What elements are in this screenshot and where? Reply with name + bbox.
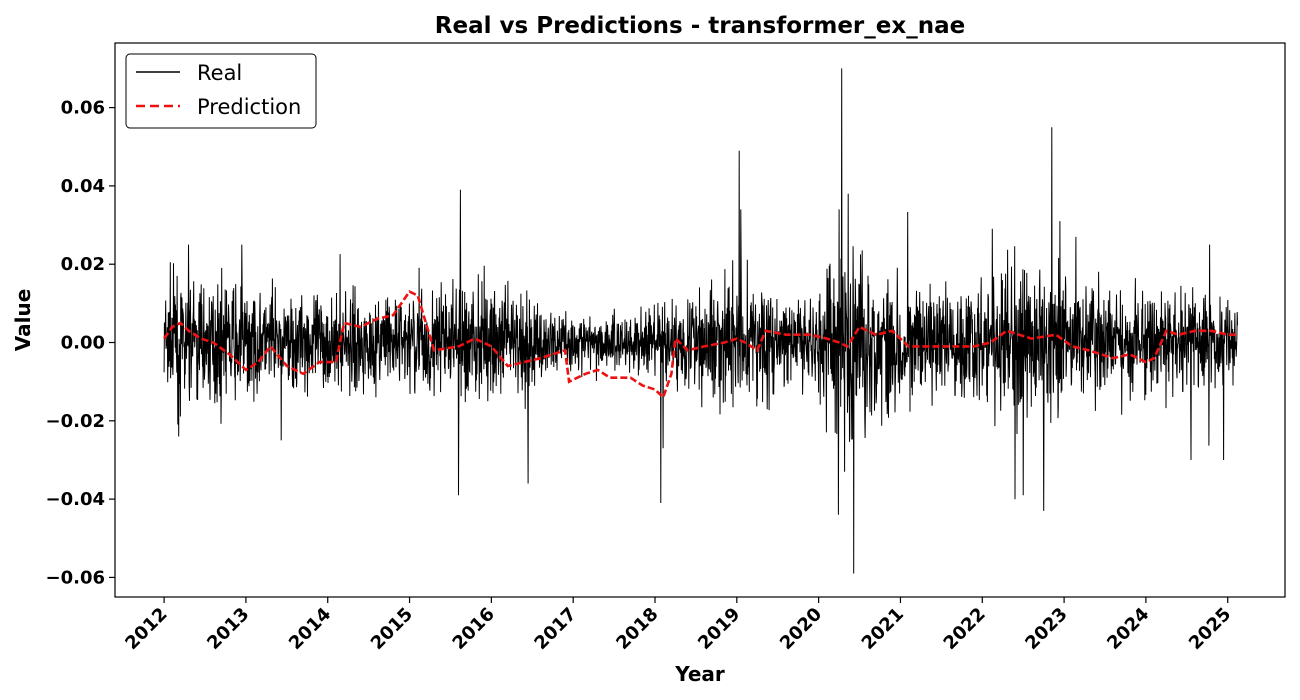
legend-label-prediction: Prediction — [197, 95, 301, 119]
plot-area — [163, 68, 1238, 574]
y-tick-label: 0.06 — [61, 98, 105, 119]
series-prediction-line — [163, 289, 1238, 400]
plot-frame — [114, 42, 1286, 598]
y-tick-label: 0.04 — [61, 176, 105, 197]
y-axis: −0.06 −0.04 −0.02 0.00 0.02 0.04 0.06 — [46, 98, 115, 588]
x-axis-label: Year — [674, 662, 725, 686]
y-tick-label: −0.02 — [46, 411, 106, 432]
y-tick-label: −0.06 — [46, 567, 106, 588]
legend: Real Prediction — [125, 53, 317, 129]
legend-label-real: Real — [197, 61, 242, 85]
chart-title: Real vs Predictions - transformer_ex_nae — [435, 13, 965, 39]
y-tick-label: −0.04 — [46, 489, 106, 510]
y-axis-label: Value — [11, 289, 35, 352]
series-real-line — [163, 68, 1238, 574]
y-tick-label: 0.02 — [61, 254, 105, 275]
y-tick-label: 0.00 — [61, 333, 105, 354]
